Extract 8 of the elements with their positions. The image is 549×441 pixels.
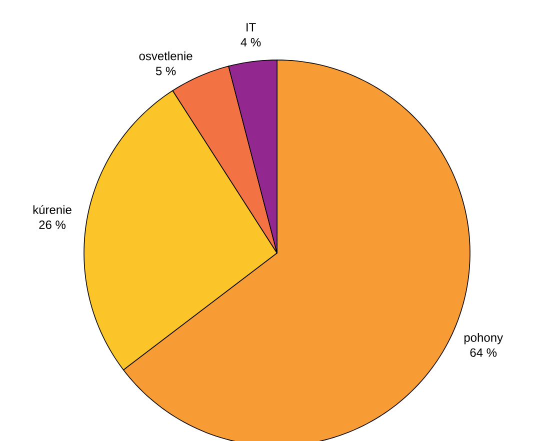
data-label: 4 % — [240, 38, 261, 46]
slice-label: pohony — [464, 333, 504, 344]
data-label: 64 % — [470, 348, 497, 357]
data-label: 26 % — [39, 220, 66, 230]
slice-label: osvetlenie — [139, 51, 192, 60]
slice-label: kúrenie — [33, 205, 72, 214]
data-label: 5 % — [156, 66, 176, 76]
slice-label: IT — [246, 23, 256, 32]
